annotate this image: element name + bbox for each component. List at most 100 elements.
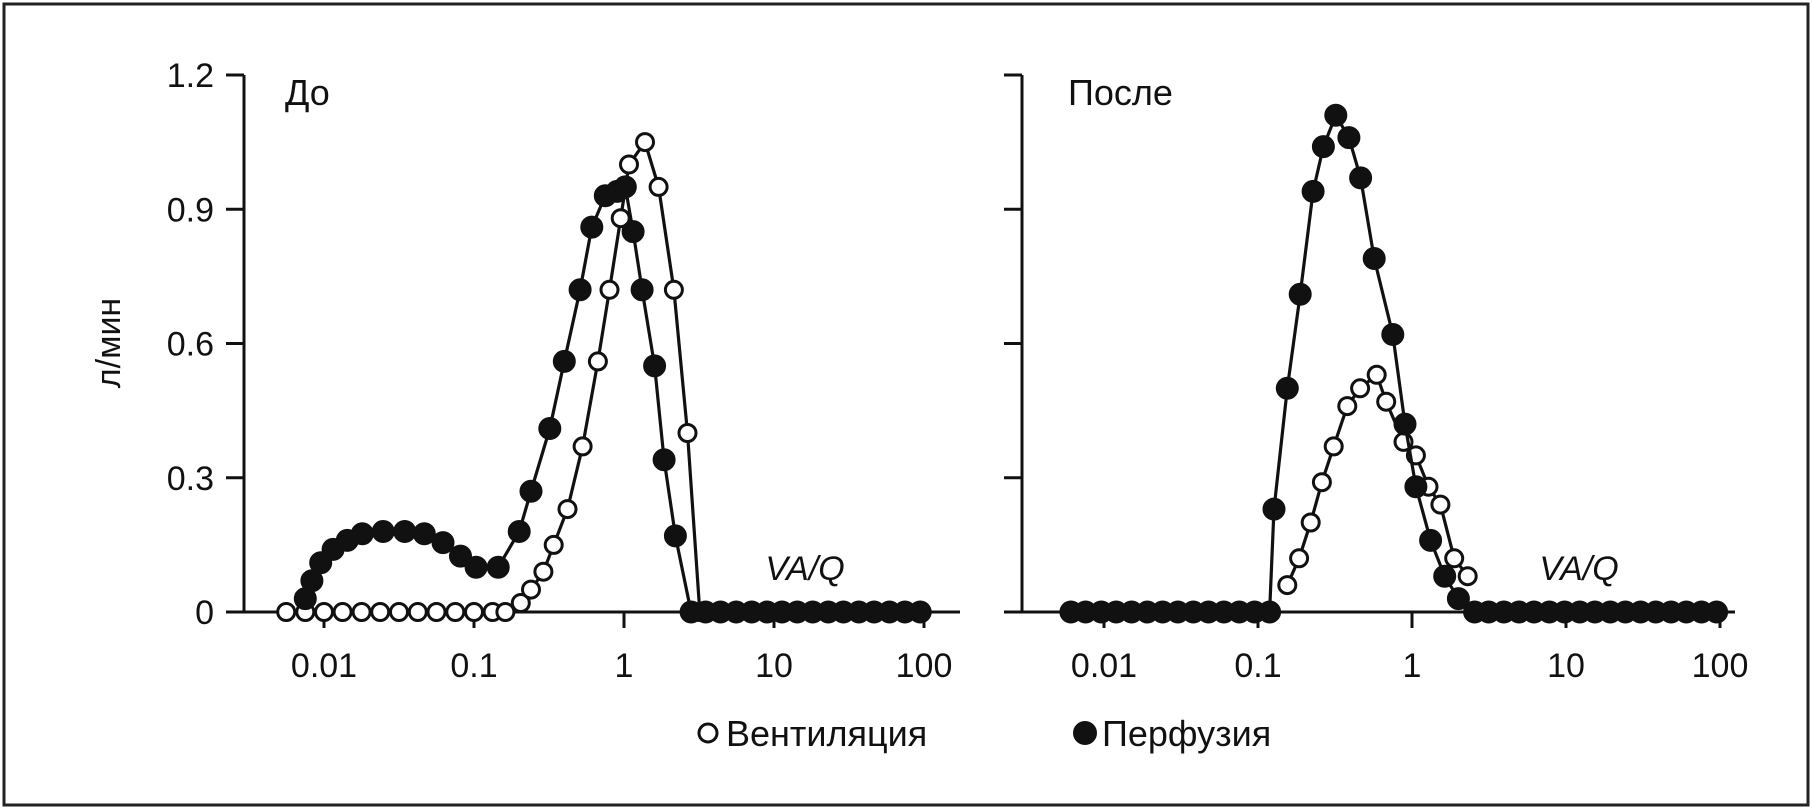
ventilation-point xyxy=(351,602,372,622)
legend-label-ventilation: Вентиляция xyxy=(726,713,927,754)
ventilation-point xyxy=(648,176,669,197)
x-axis-label: VA/Q xyxy=(765,550,844,588)
perfusion-point xyxy=(1337,126,1361,150)
perfusion-point xyxy=(613,175,637,199)
x-tick-label: 0.01 xyxy=(1071,647,1137,685)
ventilation-point xyxy=(389,602,409,622)
perfusion-point xyxy=(1262,497,1286,521)
perfusion-point xyxy=(519,479,543,503)
y-axis-label: л/мин xyxy=(90,298,128,388)
ventilation-point xyxy=(370,602,391,622)
y-tick-label: 1.2 xyxy=(167,57,214,95)
ventilation-point xyxy=(533,561,554,582)
x-tick-label: 100 xyxy=(896,647,953,685)
perfusion-point xyxy=(1381,323,1405,346)
perfusion-point xyxy=(1362,247,1386,270)
series-perfusion xyxy=(1059,103,1729,624)
ventilation-point xyxy=(276,602,297,622)
x-axis-label: VA/Q xyxy=(1539,550,1618,588)
ventilation-point xyxy=(332,602,353,622)
perfusion-point xyxy=(1324,103,1348,127)
perfusion-point xyxy=(1433,564,1457,588)
ventilation-point xyxy=(445,602,466,622)
y-tick-label: 0.6 xyxy=(167,326,214,364)
perfusion-point xyxy=(1311,135,1335,159)
series-ventilation xyxy=(1277,364,1478,596)
y-tick-label: 0.9 xyxy=(167,191,214,229)
series-ventilation xyxy=(276,132,710,622)
perfusion-point xyxy=(350,522,374,546)
perfusion-point xyxy=(371,520,395,543)
perfusion-point xyxy=(621,220,645,244)
ventilation-point xyxy=(314,602,334,622)
panel-before: 0 0.3 0.6 0.9 1.2 0.01 0.1 1 10 100 До VA/Q л/мин xyxy=(90,57,960,685)
perfusion-point xyxy=(568,278,592,302)
x-tick-label: 1 xyxy=(615,647,634,685)
ventilation-point xyxy=(426,602,447,622)
ventilation-point xyxy=(1311,472,1332,493)
ventilation-point xyxy=(1457,566,1478,587)
legend-item-perfusion: Перфузия xyxy=(1073,713,1271,754)
ventilation-point xyxy=(587,351,608,372)
ventilation-point xyxy=(407,602,428,622)
ventilation-point xyxy=(543,534,564,555)
panel-after: 0.01 0.1 1 10 100 После VA/Q xyxy=(1004,72,1748,685)
x-tick-label: 0.01 xyxy=(291,647,357,685)
perfusion-point xyxy=(652,448,676,472)
perfusion-point xyxy=(908,600,932,624)
ventilation-point xyxy=(663,279,684,300)
perfusion-point xyxy=(538,417,562,440)
ventilation-point xyxy=(1430,494,1451,515)
legend-filled-circle-marker xyxy=(1073,721,1097,745)
x-tick-label: 0.1 xyxy=(450,647,497,685)
series-line xyxy=(303,185,921,614)
perfusion-point xyxy=(431,531,455,555)
x-tick-label: 0.1 xyxy=(1234,647,1281,685)
ventilation-point xyxy=(1350,378,1371,399)
legend-open-circle-marker xyxy=(697,722,719,744)
perfusion-point xyxy=(663,524,687,548)
perfusion-point xyxy=(449,544,472,568)
ventilation-point xyxy=(635,132,655,153)
ventilation-point xyxy=(1376,391,1397,412)
perfusion-point xyxy=(552,349,576,373)
perfusion-point xyxy=(1393,412,1417,436)
y-tick-label: 0 xyxy=(195,594,214,632)
x-tick-label: 100 xyxy=(1692,647,1749,685)
ventilation-point xyxy=(619,154,639,175)
perfusion-point xyxy=(1446,587,1470,611)
ventilation-point xyxy=(1300,512,1321,533)
x-tick-label: 10 xyxy=(1547,647,1585,685)
perfusion-point xyxy=(580,215,604,239)
perfusion-point xyxy=(630,278,654,302)
perfusion-point xyxy=(393,520,417,543)
x-tick-label: 1 xyxy=(1403,647,1422,685)
series-line xyxy=(1070,113,1717,614)
ventilation-point xyxy=(677,423,698,443)
x-tick-label: 10 xyxy=(755,647,793,685)
ventilation-point xyxy=(599,279,620,300)
ventilation-point xyxy=(510,593,531,613)
ventilation-point xyxy=(1366,364,1387,385)
ventilation-point xyxy=(1277,575,1298,596)
perfusion-point xyxy=(412,522,436,546)
perfusion-point xyxy=(1419,528,1443,552)
ventilation-point xyxy=(1289,548,1310,569)
ventilation-point xyxy=(1323,436,1344,457)
series-perfusion xyxy=(293,175,932,624)
ventilation-point xyxy=(1337,396,1358,417)
perfusion-point xyxy=(1275,376,1299,400)
ventilation-point xyxy=(572,436,593,457)
perfusion-point xyxy=(1288,282,1312,306)
y-tick-label: 0.3 xyxy=(167,460,214,498)
panel-title: До xyxy=(285,72,330,113)
perfusion-point xyxy=(1258,600,1282,624)
perfusion-point xyxy=(1349,166,1373,190)
legend: Вентиляция Перфузия xyxy=(697,713,1271,754)
perfusion-point xyxy=(486,555,510,579)
ventilation-point xyxy=(1444,548,1465,569)
perfusion-point xyxy=(1301,179,1325,203)
perfusion-point xyxy=(1705,600,1729,624)
perfusion-point xyxy=(643,354,667,378)
